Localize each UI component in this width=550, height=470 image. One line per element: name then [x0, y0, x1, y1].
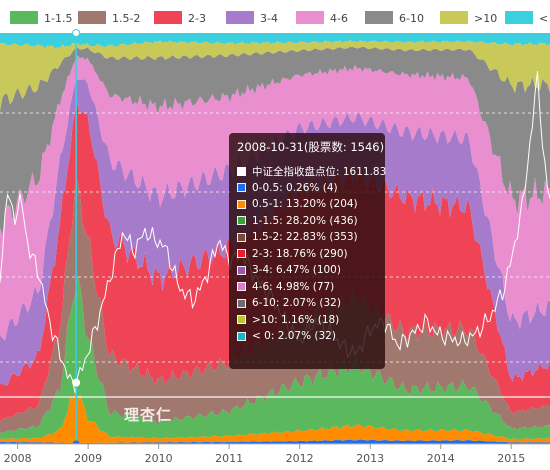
tooltip-row-text: 0-0.5: 0.26% (4): [252, 181, 338, 194]
tooltip-row-text: 4-6: 4.98% (77): [252, 280, 335, 293]
tooltip-row-text: 中证全指收盘点位: 1611.83: [252, 165, 387, 178]
area-series-4-6: [0, 55, 550, 341]
tooltip-row-text: >10: 1.16% (18): [252, 313, 340, 326]
legend-swatch-8: [505, 11, 533, 24]
legend-label-3: 2-3: [188, 12, 206, 25]
tooltip-swatch: [237, 315, 246, 325]
watermark: 理杏仁: [124, 406, 173, 424]
tooltip-row-text: 1.5-2: 22.83% (353): [252, 231, 358, 244]
tooltip-row: 3-4: 6.47% (100): [237, 262, 377, 279]
area-series-< 0: [0, 35, 550, 49]
area-series-0.5-1: [0, 392, 550, 444]
tooltip-rows: 中证全指收盘点位: 1611.83 0-0.5: 0.26% (4) 0.5-1: …: [237, 163, 386, 345]
tooltip-title: 2008-10-31(股票数: 1546): [237, 140, 385, 154]
legend-label-2: 1.5-2: [112, 12, 140, 25]
tooltip-row-text: 6-10: 2.07% (32): [252, 297, 341, 310]
hover-marker-index: [72, 378, 81, 387]
tooltip-row: >10: 1.16% (18): [237, 312, 377, 329]
tooltip-row: 6-10: 2.07% (32): [237, 295, 377, 312]
tooltip-row-text: < 0: 2.07% (32): [252, 330, 336, 343]
legend-swatch-2: [78, 11, 106, 24]
x-tick-label-2010: 2010: [145, 452, 173, 465]
tooltip-row: 4-6: 4.98% (77): [237, 279, 377, 296]
tooltip-swatch: [237, 232, 246, 242]
x-tick-label-2009: 2009: [74, 452, 102, 465]
area-series-0-0.5: [0, 439, 550, 444]
tooltip-swatch: [237, 298, 246, 308]
tooltip-row: 0.5-1: 13.20% (204): [237, 196, 377, 213]
x-axis-bg: [0, 444, 550, 470]
tooltip-row: < 0: 2.07% (32): [237, 328, 377, 345]
x-tick-label-2011: 2011: [215, 452, 243, 465]
legend-label-6: 6-10: [399, 12, 424, 25]
tooltip-row: 0-0.5: 0.26% (4): [237, 180, 377, 197]
x-tick-label-2013: 2013: [356, 452, 384, 465]
tooltip-row-text: 1-1.5: 28.20% (436): [252, 214, 358, 227]
area-series-1-1.5: [0, 275, 550, 440]
tooltip-row: 1.5-2: 22.83% (353): [237, 229, 377, 246]
tooltip-row-text: 0.5-1: 13.20% (204): [252, 198, 358, 211]
legend-swatch-5: [296, 11, 324, 24]
tooltip-swatch: [237, 216, 246, 226]
x-tick-label-2008: 2008: [4, 452, 32, 465]
legend-label-4: 3-4: [260, 12, 278, 25]
x-tick-label-2012: 2012: [286, 452, 314, 465]
legend-swatch-1: [10, 11, 38, 24]
legend-swatch-3: [154, 11, 182, 24]
legend-label-1: 1-1.5: [44, 12, 72, 25]
area-series->10: [0, 40, 550, 111]
tooltip-swatch: [237, 282, 246, 292]
top-band: [0, 33, 550, 37]
area-series-3-4: [0, 79, 550, 386]
legend-swatch-6: [365, 11, 393, 24]
tooltip-swatch: [237, 249, 246, 259]
x-tick-label-2014: 2014: [427, 452, 455, 465]
tooltip-row-text: 2-3: 18.76% (290): [252, 247, 348, 260]
legend-label-7: >10: [474, 12, 497, 25]
x-tick-label-2015: 2015: [497, 452, 525, 465]
tooltip-row: 2-3: 18.76% (290): [237, 246, 377, 263]
legend-swatch-4: [226, 11, 254, 24]
legend-label-8: < 0: [539, 12, 550, 25]
area-series-1.5-2: [0, 181, 550, 433]
tooltip-row: 中证全指收盘点位: 1611.83: [237, 163, 386, 180]
tooltip-swatch: [237, 331, 246, 341]
tooltip-swatch: [237, 183, 246, 193]
tooltip-row: 1-1.5: 28.20% (436): [237, 213, 377, 230]
tooltip-swatch: [237, 199, 246, 209]
tooltip-row-text: 3-4: 6.47% (100): [252, 264, 341, 277]
legend-label-5: 4-6: [330, 12, 348, 25]
legend-swatch-7: [440, 11, 468, 24]
tooltip-swatch: [237, 166, 246, 176]
area-series-6-10: [0, 46, 550, 236]
tooltip-swatch: [237, 265, 246, 275]
chart-tooltip: 2008-10-31(股票数: 1546) 中证全指收盘点位: 1611.83 0…: [229, 133, 386, 369]
hover-marker-top: [72, 29, 81, 37]
